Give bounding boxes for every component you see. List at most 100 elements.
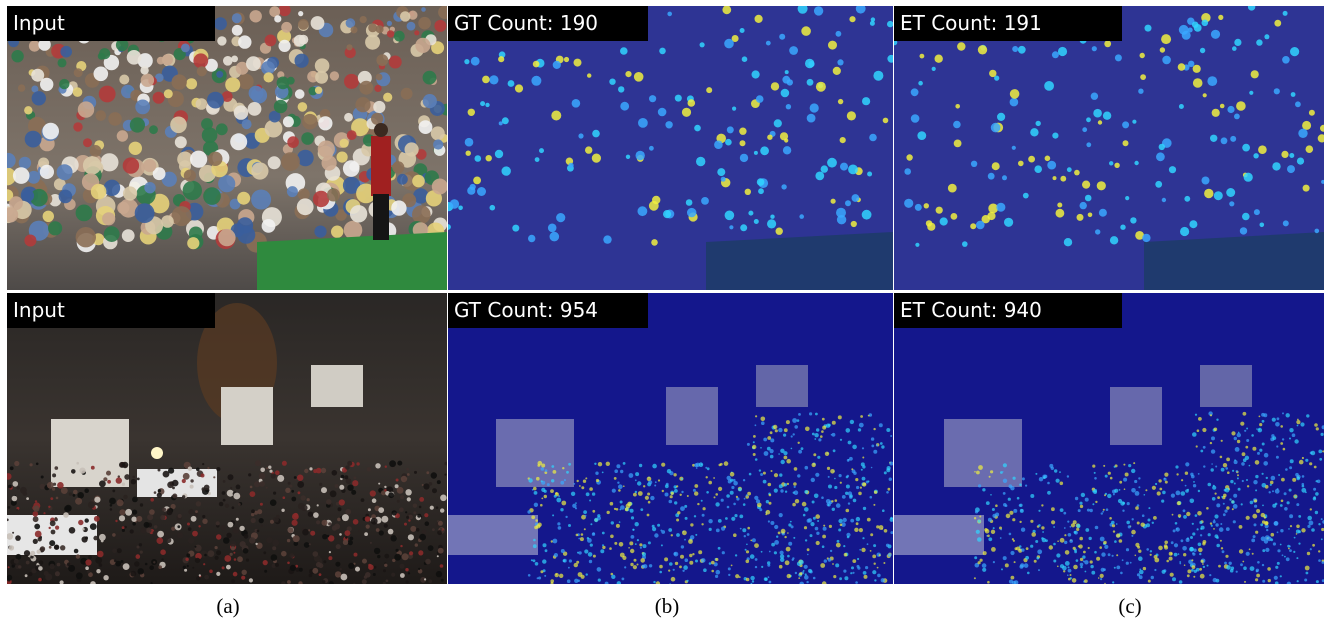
density-spot — [1293, 550, 1296, 553]
density-spot — [1298, 542, 1301, 545]
crowd-texture-dot — [384, 485, 387, 489]
density-spot — [861, 476, 866, 481]
density-spot — [1013, 561, 1016, 564]
density-spot — [1132, 119, 1137, 124]
density-spot — [627, 501, 632, 507]
density-spot — [835, 563, 840, 568]
density-spot — [1232, 504, 1238, 509]
density-spot — [581, 486, 585, 490]
crowd-texture-dot — [9, 196, 23, 211]
density-spot — [982, 567, 987, 572]
crowd-texture-dot — [270, 554, 278, 561]
density-spot — [1244, 455, 1250, 460]
density-spot — [736, 497, 740, 501]
density-spot — [595, 471, 599, 475]
crowd-texture-dot — [358, 529, 361, 532]
density-spot — [1104, 494, 1106, 497]
density-spot — [575, 502, 577, 504]
crowd-texture-dot — [153, 561, 156, 564]
crowd-texture-dot — [11, 495, 18, 502]
density-spot — [783, 451, 788, 456]
density-spot — [1176, 473, 1179, 476]
density-spot — [1201, 176, 1210, 185]
crowd-texture-dot — [119, 461, 125, 468]
density-spot — [576, 479, 579, 483]
density-spot — [1279, 543, 1282, 546]
density-spot — [705, 476, 708, 479]
density-spot — [1093, 108, 1102, 118]
density-spot — [1146, 548, 1149, 551]
density-spot — [1067, 568, 1072, 573]
density-spot — [782, 146, 792, 155]
density-spot — [1284, 555, 1286, 558]
density-spot — [1109, 236, 1119, 245]
crowd-texture-dot — [405, 511, 408, 514]
density-spot — [682, 530, 687, 536]
density-spot — [855, 6, 866, 14]
density-spot — [1131, 518, 1134, 521]
density-spot — [580, 533, 584, 536]
density-spot — [806, 78, 814, 86]
density-spot — [869, 20, 875, 26]
density-spot — [1224, 487, 1230, 493]
night-et-density-panel: ET Count: 940 — [894, 293, 1324, 584]
density-spot — [673, 552, 677, 556]
crowd-texture-dot — [238, 503, 241, 506]
density-spot — [498, 56, 505, 63]
density-spot — [1276, 445, 1279, 448]
density-spot — [1260, 523, 1264, 527]
crowd-texture-dot — [246, 56, 261, 71]
density-spot — [535, 519, 538, 522]
density-spot — [861, 547, 866, 553]
density-spot — [982, 551, 987, 556]
density-spot — [1279, 504, 1283, 507]
crowd-texture-dot — [281, 550, 287, 557]
density-spot — [1210, 29, 1221, 39]
density-spot — [882, 509, 885, 512]
density-spot — [618, 489, 621, 492]
density-spot — [780, 489, 784, 493]
density-spot — [1232, 46, 1237, 51]
crowd-texture-dot — [166, 509, 173, 516]
density-spot — [1248, 548, 1251, 551]
density-spot — [817, 520, 820, 522]
crowd-texture-dot — [152, 530, 158, 536]
crowd-texture-dot — [377, 554, 381, 559]
crowd-texture-dot — [346, 526, 352, 532]
crowd-texture-dot — [196, 467, 200, 472]
density-spot — [768, 501, 772, 505]
density-spot — [806, 580, 809, 584]
density-spot — [1114, 162, 1120, 168]
crowd-texture-dot — [150, 582, 153, 584]
crowd-texture-dot — [399, 563, 405, 569]
crowd-texture-dot — [435, 506, 439, 509]
density-spot — [822, 425, 827, 430]
density-spot — [1306, 551, 1311, 556]
density-spot — [1027, 571, 1030, 575]
density-spot — [1219, 455, 1223, 459]
crowd-texture-dot — [231, 506, 235, 510]
density-spot — [872, 554, 877, 559]
density-spot — [1234, 113, 1240, 120]
density-spot — [615, 523, 620, 528]
density-spot — [1296, 557, 1299, 560]
density-spot — [749, 554, 755, 559]
crowd-texture-dot — [318, 116, 333, 131]
density-spot — [1134, 479, 1138, 484]
density-spot — [624, 566, 627, 569]
density-spot — [568, 162, 574, 168]
density-spot — [873, 562, 876, 565]
density-spot — [619, 508, 622, 511]
density-spot — [1013, 508, 1018, 513]
crowd-texture-dot — [293, 541, 299, 546]
density-spot — [1121, 559, 1124, 562]
density-spot — [846, 111, 856, 121]
density-spot — [873, 490, 878, 494]
density-spot — [881, 528, 883, 530]
input-label: Input — [7, 293, 215, 328]
density-spot — [721, 526, 726, 531]
crowd-texture-dot — [187, 466, 193, 471]
density-spot — [1184, 484, 1187, 487]
crowd-texture-dot — [32, 511, 39, 517]
crowd-texture-dot — [362, 558, 367, 564]
